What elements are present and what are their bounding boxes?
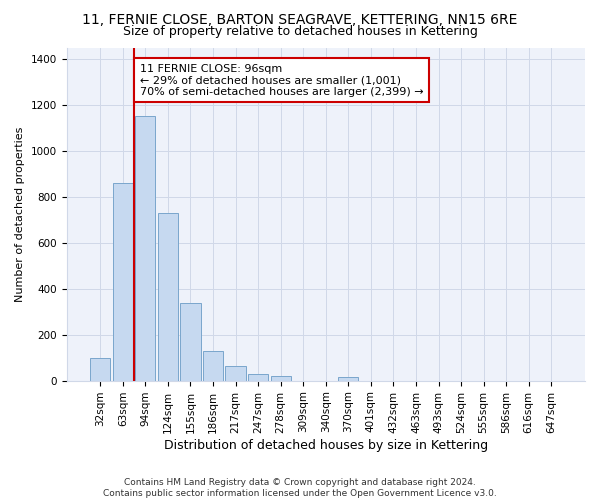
Bar [90,358,110,380]
Text: Contains HM Land Registry data © Crown copyright and database right 2024.
Contai: Contains HM Land Registry data © Crown c… [103,478,497,498]
Bar [113,183,133,380]
Y-axis label: Number of detached properties: Number of detached properties [15,126,25,302]
Bar [181,302,200,380]
Bar [203,351,223,380]
Bar [338,378,358,380]
Text: Size of property relative to detached houses in Kettering: Size of property relative to detached ho… [122,25,478,38]
Bar [135,116,155,380]
Bar [226,366,246,380]
Bar [158,213,178,380]
Bar [271,376,291,380]
X-axis label: Distribution of detached houses by size in Kettering: Distribution of detached houses by size … [164,440,488,452]
Text: 11, FERNIE CLOSE, BARTON SEAGRAVE, KETTERING, NN15 6RE: 11, FERNIE CLOSE, BARTON SEAGRAVE, KETTE… [82,12,518,26]
Text: 11 FERNIE CLOSE: 96sqm
← 29% of detached houses are smaller (1,001)
70% of semi-: 11 FERNIE CLOSE: 96sqm ← 29% of detached… [140,64,424,97]
Bar [248,374,268,380]
